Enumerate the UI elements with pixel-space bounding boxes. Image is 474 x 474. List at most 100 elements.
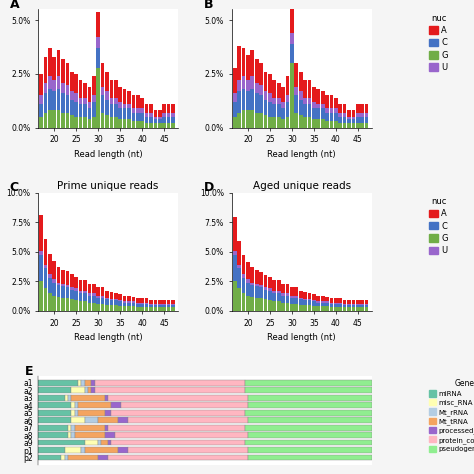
Bar xyxy=(83,293,87,301)
Bar xyxy=(250,285,254,297)
Bar xyxy=(79,293,82,301)
Bar xyxy=(347,110,351,117)
Bar xyxy=(78,402,111,408)
Bar xyxy=(273,293,276,301)
Bar xyxy=(149,305,153,307)
Bar xyxy=(61,59,65,82)
Bar xyxy=(264,72,267,91)
Bar xyxy=(290,295,294,298)
Bar xyxy=(149,304,153,305)
Bar xyxy=(79,104,82,117)
Bar xyxy=(273,291,276,293)
Bar xyxy=(44,268,47,288)
Bar xyxy=(352,300,356,304)
Bar xyxy=(308,117,311,128)
Bar xyxy=(61,286,65,298)
Bar xyxy=(39,74,43,95)
Bar xyxy=(321,109,325,119)
Bar xyxy=(308,104,311,117)
Bar xyxy=(303,104,307,117)
Bar xyxy=(111,440,245,446)
Bar xyxy=(285,302,289,311)
Bar xyxy=(64,455,68,460)
Bar xyxy=(145,302,148,304)
Bar xyxy=(44,265,47,268)
Bar xyxy=(245,425,372,430)
Bar xyxy=(118,447,128,453)
Bar xyxy=(321,306,325,311)
Bar xyxy=(154,305,157,307)
Bar xyxy=(127,295,131,301)
Bar xyxy=(74,288,78,291)
Bar xyxy=(98,455,108,460)
Bar xyxy=(303,81,307,98)
Bar xyxy=(38,447,64,453)
X-axis label: Read length (nt): Read length (nt) xyxy=(267,150,336,159)
Bar xyxy=(136,304,140,307)
Bar xyxy=(100,87,104,95)
Bar xyxy=(74,93,78,102)
Bar xyxy=(334,302,337,304)
Bar xyxy=(356,305,360,307)
Bar xyxy=(162,113,166,117)
Bar xyxy=(255,93,258,113)
Bar xyxy=(259,285,263,287)
Bar xyxy=(338,298,342,302)
Bar xyxy=(338,104,342,113)
Bar xyxy=(329,113,333,121)
Bar xyxy=(285,295,289,302)
Bar xyxy=(299,91,302,100)
Bar xyxy=(248,395,372,401)
Bar xyxy=(312,87,316,102)
Bar xyxy=(167,304,171,305)
Bar xyxy=(78,380,82,385)
Bar xyxy=(65,285,69,287)
Bar xyxy=(82,447,85,453)
Bar xyxy=(149,123,153,128)
Bar xyxy=(312,119,316,128)
Bar xyxy=(70,72,73,91)
Bar xyxy=(250,50,254,76)
Title: Aged unique reads: Aged unique reads xyxy=(253,181,351,191)
Bar xyxy=(71,402,75,408)
Bar xyxy=(237,265,241,268)
Bar xyxy=(248,402,372,408)
Bar xyxy=(71,418,85,423)
Bar xyxy=(70,299,73,311)
Bar xyxy=(136,307,140,311)
Bar xyxy=(329,121,333,128)
Bar xyxy=(360,305,364,307)
Bar xyxy=(334,98,337,109)
Bar xyxy=(281,109,285,119)
Bar xyxy=(154,119,157,123)
Bar xyxy=(290,63,294,128)
Bar xyxy=(245,387,372,393)
Bar xyxy=(39,104,43,117)
Bar xyxy=(154,300,157,304)
Bar xyxy=(52,110,56,128)
Bar xyxy=(48,274,52,278)
Bar xyxy=(127,119,131,128)
Bar xyxy=(329,307,333,311)
Bar xyxy=(360,300,364,304)
Bar xyxy=(277,98,281,104)
Bar xyxy=(338,113,342,117)
Bar xyxy=(136,109,140,113)
Bar xyxy=(308,300,311,305)
Bar xyxy=(44,82,47,93)
Bar xyxy=(100,287,104,295)
Bar xyxy=(312,294,316,300)
Bar xyxy=(308,98,311,104)
Bar xyxy=(83,301,87,311)
Bar xyxy=(338,304,342,307)
Bar xyxy=(71,432,75,438)
Bar xyxy=(268,277,272,288)
Bar xyxy=(79,301,82,311)
Bar xyxy=(65,271,69,285)
Bar xyxy=(83,117,87,128)
Bar xyxy=(65,298,69,311)
Bar xyxy=(149,113,153,117)
Bar xyxy=(96,304,100,311)
Bar xyxy=(118,119,122,128)
Bar xyxy=(158,305,162,307)
